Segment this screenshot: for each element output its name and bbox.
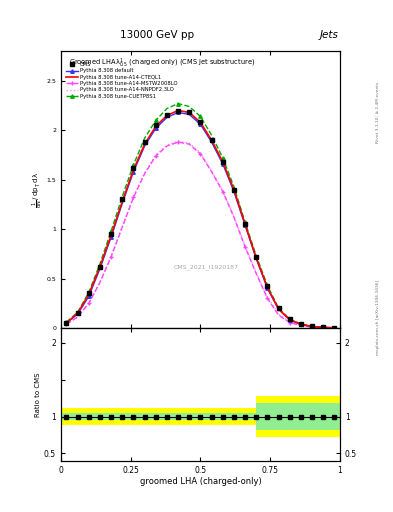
Legend: CMS, Pythia 8.308 default, Pythia 8.308 tune-A14-CTEQL1, Pythia 8.308 tune-A14-M: CMS, Pythia 8.308 default, Pythia 8.308 … <box>66 62 178 99</box>
Y-axis label: $\frac{1}{\mathrm{d}N}\,/\,\mathrm{d}p_T\,\mathrm{d}\lambda$: $\frac{1}{\mathrm{d}N}\,/\,\mathrm{d}p_T… <box>31 172 45 207</box>
Text: Jets: Jets <box>320 30 339 40</box>
Y-axis label: Ratio to CMS: Ratio to CMS <box>35 372 41 417</box>
Text: 13000 GeV pp: 13000 GeV pp <box>120 30 194 40</box>
Text: Rivet 3.1.10; ≥ 2.4M events: Rivet 3.1.10; ≥ 2.4M events <box>376 82 380 143</box>
X-axis label: groomed LHA (charged-only): groomed LHA (charged-only) <box>140 477 261 486</box>
Text: Groomed LHA$\lambda^{1}_{0.5}$ (charged only) (CMS jet substructure): Groomed LHA$\lambda^{1}_{0.5}$ (charged … <box>69 57 255 70</box>
Text: CMS_2021_I1920187: CMS_2021_I1920187 <box>174 264 239 270</box>
Text: mcplots.cern.ch [arXiv:1306.3436]: mcplots.cern.ch [arXiv:1306.3436] <box>376 280 380 355</box>
